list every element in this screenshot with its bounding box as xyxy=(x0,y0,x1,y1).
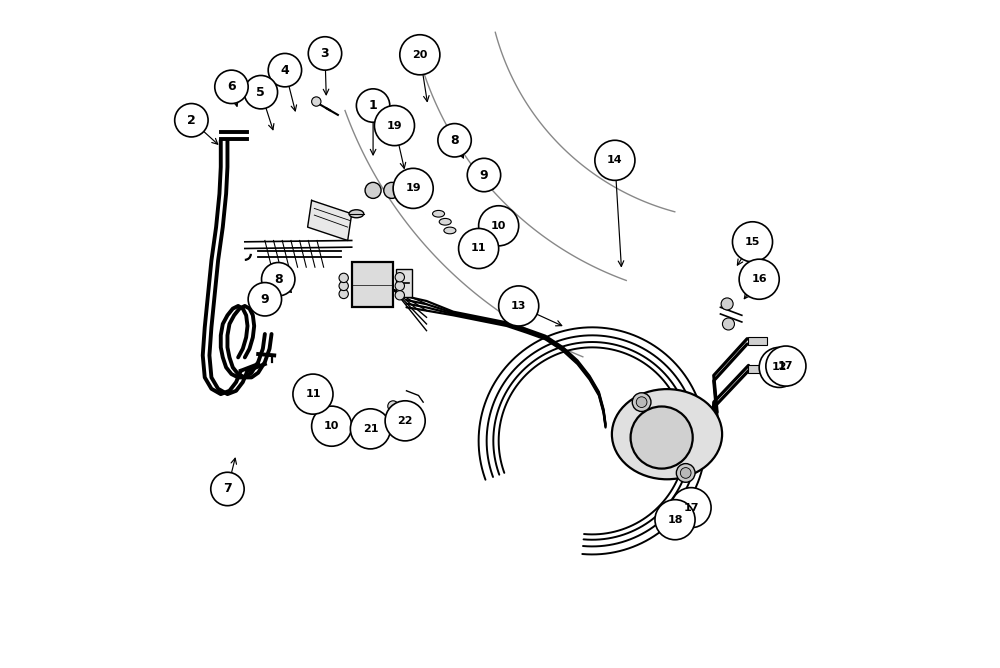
Text: 10: 10 xyxy=(324,422,339,431)
Circle shape xyxy=(438,124,471,157)
Circle shape xyxy=(244,75,278,109)
Circle shape xyxy=(479,206,519,246)
Circle shape xyxy=(721,298,733,310)
Text: 14: 14 xyxy=(607,156,623,165)
Circle shape xyxy=(722,318,734,330)
Circle shape xyxy=(393,168,433,208)
Text: 1: 1 xyxy=(369,99,377,112)
Text: 12: 12 xyxy=(771,363,787,372)
Text: 2: 2 xyxy=(187,114,196,127)
Text: 22: 22 xyxy=(397,416,413,426)
Ellipse shape xyxy=(612,389,722,480)
Bar xyxy=(352,262,393,307)
Circle shape xyxy=(631,406,693,469)
Text: 9: 9 xyxy=(261,293,269,306)
Text: 19: 19 xyxy=(405,184,421,193)
Circle shape xyxy=(262,263,295,296)
Circle shape xyxy=(374,106,414,146)
Bar xyxy=(396,269,412,297)
Circle shape xyxy=(395,273,404,282)
Circle shape xyxy=(459,228,499,269)
Text: 8: 8 xyxy=(450,134,459,147)
Text: 21: 21 xyxy=(363,424,378,434)
Text: 11: 11 xyxy=(305,389,321,399)
Text: 18: 18 xyxy=(667,515,683,524)
Text: 3: 3 xyxy=(321,47,329,60)
Circle shape xyxy=(384,182,400,198)
Circle shape xyxy=(759,347,799,387)
Circle shape xyxy=(388,401,398,411)
Polygon shape xyxy=(308,200,352,240)
Circle shape xyxy=(385,401,425,441)
Text: 19: 19 xyxy=(387,121,402,130)
Text: 8: 8 xyxy=(274,273,283,286)
Circle shape xyxy=(312,406,352,446)
Text: 16: 16 xyxy=(751,275,767,284)
Ellipse shape xyxy=(439,218,451,225)
Circle shape xyxy=(308,37,342,70)
Bar xyxy=(748,365,765,373)
Text: 11: 11 xyxy=(471,244,486,253)
Text: 17: 17 xyxy=(778,361,794,371)
Text: 6: 6 xyxy=(227,80,236,94)
Ellipse shape xyxy=(433,210,445,217)
Circle shape xyxy=(268,53,302,87)
Text: 15: 15 xyxy=(745,237,760,246)
Circle shape xyxy=(680,468,691,478)
Circle shape xyxy=(467,158,501,192)
Ellipse shape xyxy=(444,227,456,234)
Circle shape xyxy=(499,286,539,326)
Circle shape xyxy=(350,409,390,449)
Circle shape xyxy=(365,182,381,198)
Circle shape xyxy=(339,273,348,283)
Circle shape xyxy=(312,97,321,106)
Text: 9: 9 xyxy=(480,168,488,182)
Text: 10: 10 xyxy=(491,221,506,230)
Circle shape xyxy=(732,222,773,262)
Circle shape xyxy=(676,464,695,482)
Circle shape xyxy=(339,289,348,299)
Circle shape xyxy=(632,393,651,411)
Circle shape xyxy=(395,281,404,291)
Text: 5: 5 xyxy=(256,86,265,99)
Bar xyxy=(748,337,767,345)
Circle shape xyxy=(293,374,333,414)
Circle shape xyxy=(211,472,244,506)
Circle shape xyxy=(739,259,779,299)
Text: 20: 20 xyxy=(412,50,428,59)
Circle shape xyxy=(655,500,695,540)
Text: 13: 13 xyxy=(511,301,526,311)
Circle shape xyxy=(339,281,348,291)
Text: 4: 4 xyxy=(281,63,289,77)
Circle shape xyxy=(636,397,647,407)
Circle shape xyxy=(595,140,635,180)
Circle shape xyxy=(215,70,248,104)
Circle shape xyxy=(395,291,404,300)
Circle shape xyxy=(671,488,711,528)
Circle shape xyxy=(248,283,282,316)
Text: 17: 17 xyxy=(683,503,699,512)
Text: 7: 7 xyxy=(223,482,232,496)
Circle shape xyxy=(356,89,390,122)
Ellipse shape xyxy=(349,210,364,218)
Circle shape xyxy=(175,104,208,137)
Circle shape xyxy=(400,35,440,75)
Circle shape xyxy=(766,346,806,386)
